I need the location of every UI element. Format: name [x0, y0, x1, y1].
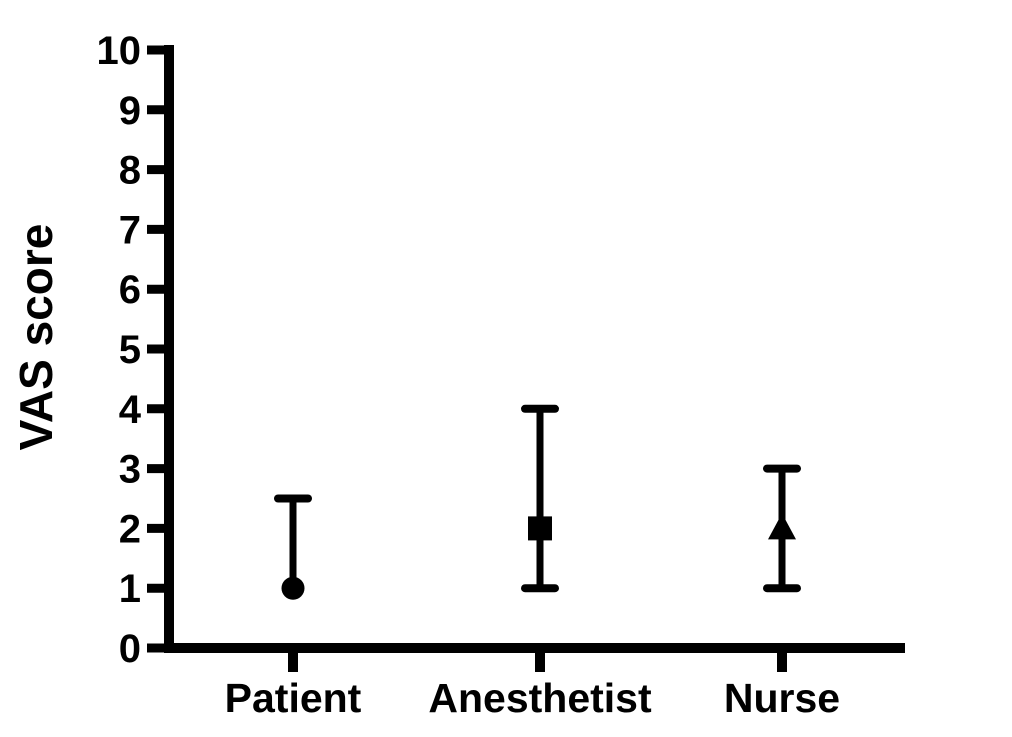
y-tick-label: 10 [97, 29, 142, 73]
y-tick-label: 2 [119, 507, 141, 551]
y-tick-label: 4 [119, 388, 142, 432]
x-category-label: Patient [225, 675, 362, 721]
y-tick-label: 5 [119, 328, 141, 372]
y-tick-label: 9 [119, 89, 141, 133]
data-point-nurse [763, 464, 801, 593]
median-marker-circle [281, 576, 305, 600]
y-tick-label: 8 [119, 149, 141, 193]
chart-axes: 0 1 2 3 4 5 6 7 8 9 10 Patient Anesthetist Nurse [97, 29, 905, 721]
y-axis-label: VAS score [10, 224, 62, 451]
y-tick-label: 1 [119, 567, 141, 611]
x-category-label: Nurse [724, 675, 840, 721]
data-point-patient [274, 494, 312, 600]
y-tick-label: 3 [119, 448, 141, 492]
chart-series [274, 404, 801, 600]
y-tick-label: 6 [119, 268, 141, 312]
y-tick-label: 0 [119, 627, 141, 671]
data-point-anesthetist [521, 404, 559, 593]
x-category-label: Anesthetist [428, 675, 652, 721]
median-marker-square [528, 516, 552, 541]
median-marker-triangle [768, 513, 796, 540]
y-tick-label: 7 [119, 208, 141, 252]
